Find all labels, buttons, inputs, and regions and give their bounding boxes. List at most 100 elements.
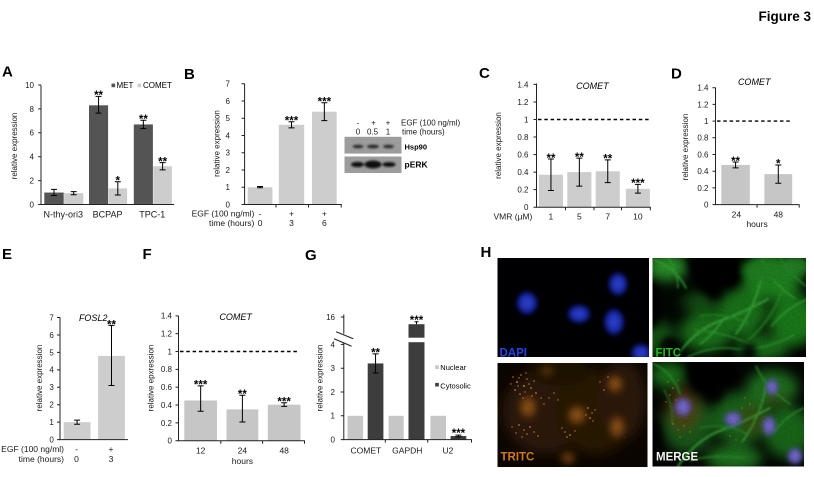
- svg-text:0.5: 0.5: [367, 128, 379, 137]
- svg-text:-: -: [259, 209, 262, 219]
- svg-text:B: B: [184, 66, 195, 83]
- svg-text:2: 2: [30, 177, 35, 186]
- svg-text:3: 3: [226, 149, 231, 158]
- svg-text:1: 1: [226, 183, 231, 192]
- svg-text:0.8: 0.8: [161, 365, 173, 374]
- svg-text:0: 0: [356, 128, 361, 137]
- svg-text:+: +: [289, 209, 294, 219]
- svg-text:6: 6: [226, 97, 231, 106]
- svg-text:0.6: 0.6: [161, 383, 173, 392]
- svg-text:5: 5: [226, 114, 231, 123]
- svg-text:2: 2: [226, 166, 231, 175]
- svg-text:3: 3: [109, 454, 114, 464]
- svg-text:0: 0: [226, 200, 231, 209]
- svg-text:COMET: COMET: [219, 312, 253, 322]
- svg-text:U2: U2: [442, 445, 453, 455]
- svg-text:3: 3: [289, 218, 294, 228]
- svg-text:Nuclear: Nuclear: [440, 363, 466, 372]
- svg-text:6: 6: [322, 218, 327, 228]
- svg-text:relative expression: relative expression: [10, 113, 19, 180]
- svg-text:***: ***: [452, 428, 466, 440]
- svg-text:G: G: [305, 247, 317, 264]
- svg-text:1: 1: [386, 128, 391, 137]
- svg-text:0: 0: [704, 201, 709, 210]
- svg-text:3: 3: [331, 364, 336, 373]
- svg-text:0.2: 0.2: [697, 184, 709, 193]
- svg-text:A: A: [2, 64, 13, 81]
- svg-text:5: 5: [49, 348, 54, 357]
- svg-text:48: 48: [774, 210, 784, 220]
- svg-text:1.2: 1.2: [161, 330, 173, 339]
- svg-text:***: ***: [285, 116, 299, 128]
- svg-text:**: **: [603, 154, 612, 166]
- svg-text:6: 6: [30, 129, 35, 138]
- svg-text:5: 5: [577, 212, 582, 222]
- svg-text:0.6: 0.6: [697, 150, 709, 159]
- svg-text:0: 0: [524, 203, 529, 212]
- svg-text:4: 4: [331, 340, 336, 349]
- svg-text:1.4: 1.4: [161, 312, 173, 321]
- svg-text:7: 7: [49, 313, 54, 322]
- svg-text:relative expression: relative expression: [213, 110, 222, 177]
- svg-text:1: 1: [549, 212, 554, 222]
- svg-text:0.2: 0.2: [161, 419, 173, 428]
- svg-text:C: C: [479, 65, 490, 82]
- svg-text:MET: MET: [117, 81, 134, 90]
- svg-text:24: 24: [238, 446, 248, 456]
- svg-text:8: 8: [30, 105, 35, 114]
- svg-text:0.8: 0.8: [697, 134, 709, 143]
- svg-text:D: D: [671, 66, 682, 83]
- svg-text:1.4: 1.4: [697, 84, 709, 93]
- svg-text:DAPI: DAPI: [500, 348, 527, 360]
- svg-text:10: 10: [25, 81, 34, 90]
- svg-text:0: 0: [168, 437, 173, 446]
- svg-text:-: -: [75, 444, 78, 454]
- svg-text:hours: hours: [232, 456, 253, 466]
- svg-text:***: ***: [410, 315, 424, 327]
- svg-text:**: **: [731, 156, 740, 168]
- svg-text:0.8: 0.8: [517, 133, 529, 142]
- svg-text:+: +: [322, 209, 327, 219]
- svg-text:TRITC: TRITC: [501, 452, 535, 464]
- svg-text:-: -: [357, 119, 360, 128]
- svg-text:EGF (100 ng/ml): EGF (100 ng/ml): [192, 209, 255, 219]
- svg-text:1: 1: [168, 347, 173, 356]
- svg-text:COMET: COMET: [143, 81, 172, 90]
- svg-text:MERGE: MERGE: [656, 452, 699, 464]
- svg-text:relative expression: relative expression: [35, 345, 44, 412]
- svg-text:2: 2: [49, 401, 54, 410]
- svg-text:0.4: 0.4: [697, 167, 709, 176]
- svg-text:0.4: 0.4: [161, 401, 173, 410]
- svg-text:**: **: [238, 389, 247, 401]
- svg-text:**: **: [139, 114, 148, 126]
- svg-text:1.4: 1.4: [517, 80, 529, 89]
- svg-text:COMET: COMET: [738, 77, 772, 87]
- svg-text:4: 4: [30, 153, 35, 162]
- svg-text:4: 4: [49, 366, 54, 375]
- svg-text:pERK: pERK: [405, 160, 429, 170]
- svg-text:FITC: FITC: [656, 348, 682, 360]
- svg-text:0: 0: [74, 454, 79, 464]
- svg-text:0.2: 0.2: [517, 186, 529, 195]
- svg-text:+: +: [386, 119, 391, 128]
- svg-text:F: F: [143, 246, 152, 263]
- svg-text:0: 0: [30, 200, 35, 209]
- svg-text:time (hours): time (hours): [209, 218, 255, 228]
- svg-text:GAPDH: GAPDH: [392, 445, 422, 455]
- svg-text:time (hours): time (hours): [402, 128, 445, 137]
- svg-text:**: **: [158, 156, 167, 168]
- svg-text:**: **: [575, 152, 584, 164]
- svg-text:0.6: 0.6: [517, 150, 529, 159]
- svg-text:24: 24: [732, 210, 742, 220]
- svg-text:0: 0: [49, 436, 54, 445]
- svg-text:+: +: [109, 444, 114, 454]
- svg-text:**: **: [371, 348, 380, 360]
- svg-text:E: E: [2, 246, 12, 263]
- svg-text:1: 1: [524, 115, 529, 124]
- svg-text:COMET: COMET: [351, 445, 382, 455]
- svg-text:0: 0: [258, 218, 263, 228]
- svg-text:Hsp90: Hsp90: [405, 143, 428, 152]
- svg-text:***: ***: [194, 380, 208, 392]
- svg-text:N-thy-ori3: N-thy-ori3: [44, 209, 84, 219]
- svg-text:*: *: [116, 176, 121, 188]
